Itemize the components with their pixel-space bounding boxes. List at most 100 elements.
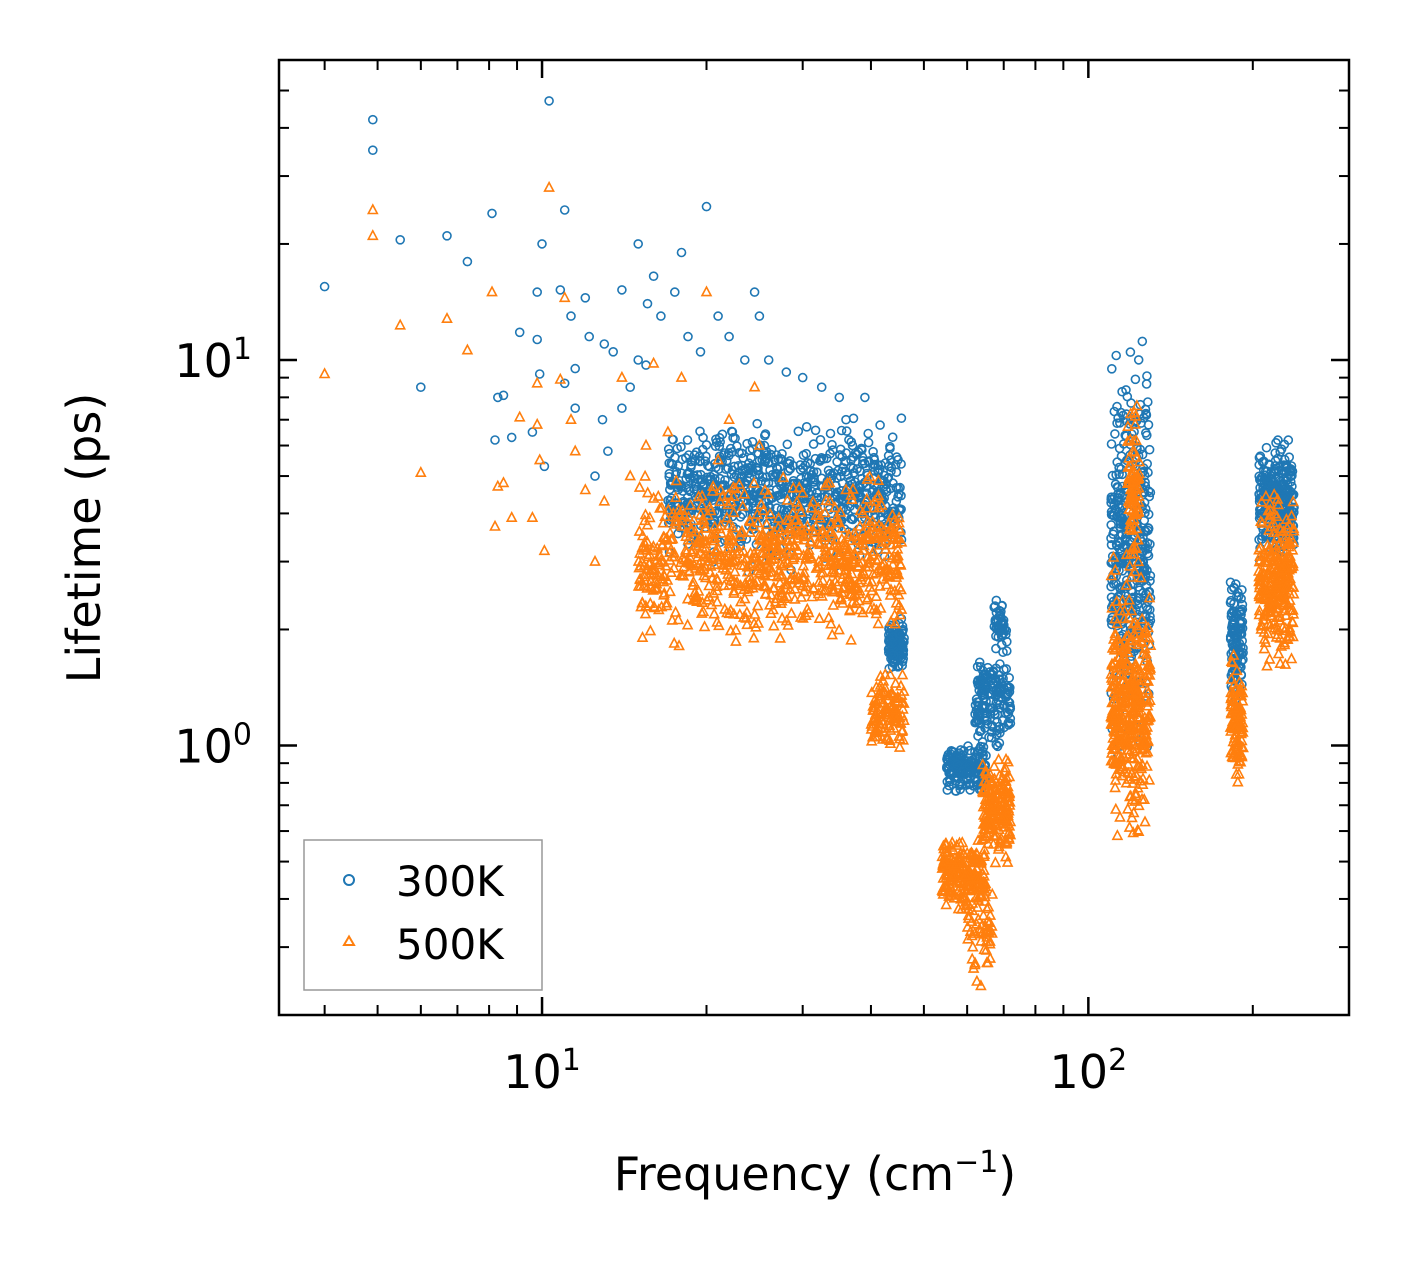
data-point: [977, 737, 988, 747]
data-point: [1133, 355, 1144, 365]
data-point: [668, 636, 681, 648]
data-point: [975, 979, 987, 991]
data-point: [1122, 460, 1134, 472]
data-point: [1283, 587, 1296, 599]
axis-ticks: [279, 59, 1350, 1016]
data-point: [1257, 534, 1267, 544]
data-point: [1131, 622, 1144, 634]
data-point: [733, 477, 746, 489]
data-point: [1106, 492, 1117, 503]
data-point: [657, 568, 670, 580]
data-point: [1262, 504, 1275, 516]
data-point: [1108, 714, 1121, 726]
data-point: [662, 425, 674, 437]
data-point: [1143, 657, 1156, 669]
data-point: [854, 480, 864, 491]
data-point: [737, 558, 750, 571]
data-point: [1116, 769, 1128, 781]
data-point: [656, 311, 666, 321]
data-point: [876, 572, 888, 584]
x-tick-labels: 101 102: [503, 1043, 1127, 1099]
data-point: [1123, 820, 1136, 832]
data-point: [870, 566, 882, 578]
data-point: [1129, 409, 1142, 421]
data-point: [1145, 611, 1155, 622]
data-point: [1109, 738, 1121, 750]
data-point: [669, 605, 682, 617]
data-point: [1225, 672, 1238, 684]
data-point: [980, 943, 993, 955]
data-point: [987, 805, 1000, 817]
data-point: [1141, 428, 1151, 438]
data-point: [822, 548, 835, 560]
data-point: [759, 587, 772, 599]
data-point: [730, 623, 742, 635]
data-point: [836, 425, 847, 436]
data-point: [728, 565, 741, 577]
data-point: [877, 724, 890, 736]
data-point: [980, 826, 993, 838]
data-point: [682, 469, 693, 480]
data-point: [1125, 468, 1138, 480]
data-point: [801, 519, 814, 531]
data-point: [1260, 489, 1272, 501]
data-point: [713, 311, 723, 321]
data-point: [897, 684, 910, 696]
data-point: [763, 598, 776, 610]
data-point: [968, 780, 979, 791]
data-point: [639, 469, 651, 481]
data-point: [893, 729, 905, 741]
data-point: [989, 856, 1002, 868]
data-point: [1125, 701, 1138, 713]
data-point: [641, 518, 654, 530]
data-point: [834, 505, 847, 517]
data-point: [792, 543, 804, 555]
data-point: [1255, 622, 1268, 634]
data-point: [1130, 787, 1142, 799]
data-point: [696, 486, 707, 496]
data-point: [820, 493, 832, 506]
data-point: [865, 686, 878, 698]
data-point: [734, 595, 747, 607]
data-point: [841, 548, 854, 561]
data-point: [798, 530, 811, 542]
data-point: [638, 570, 651, 582]
data-point: [747, 551, 759, 563]
data-point: [805, 501, 818, 513]
data-point: [815, 584, 828, 596]
data-point: [1231, 634, 1241, 645]
data-point: [1279, 480, 1289, 490]
data-point: [1144, 444, 1155, 455]
data-point: [875, 521, 888, 533]
data-point: [972, 697, 982, 707]
data-point: [1143, 550, 1154, 561]
data-point: [787, 481, 800, 493]
data-point: [984, 767, 996, 779]
data-point: [861, 472, 874, 484]
data-point: [1108, 686, 1121, 698]
data-point: [633, 524, 646, 536]
data-point: [807, 486, 817, 497]
data-point: [648, 271, 659, 282]
data-point: [1278, 531, 1291, 543]
data-point: [1126, 811, 1138, 823]
data-point: [721, 455, 732, 466]
data-point: [505, 510, 518, 523]
data-point: [812, 536, 825, 548]
data-point: [1280, 580, 1293, 592]
data-point: [1231, 664, 1243, 676]
data-point: [699, 521, 711, 533]
data-point: [1275, 639, 1288, 651]
data-point: [990, 818, 1003, 830]
data-point: [944, 780, 954, 791]
data-point: [879, 563, 892, 575]
data-point: [700, 456, 711, 467]
data-point: [948, 869, 960, 881]
data-point: [681, 592, 694, 604]
data-point: [894, 558, 907, 570]
data-point: [694, 508, 707, 520]
data-point: [898, 713, 910, 726]
data-point: [841, 426, 852, 436]
data-point: [889, 617, 902, 629]
